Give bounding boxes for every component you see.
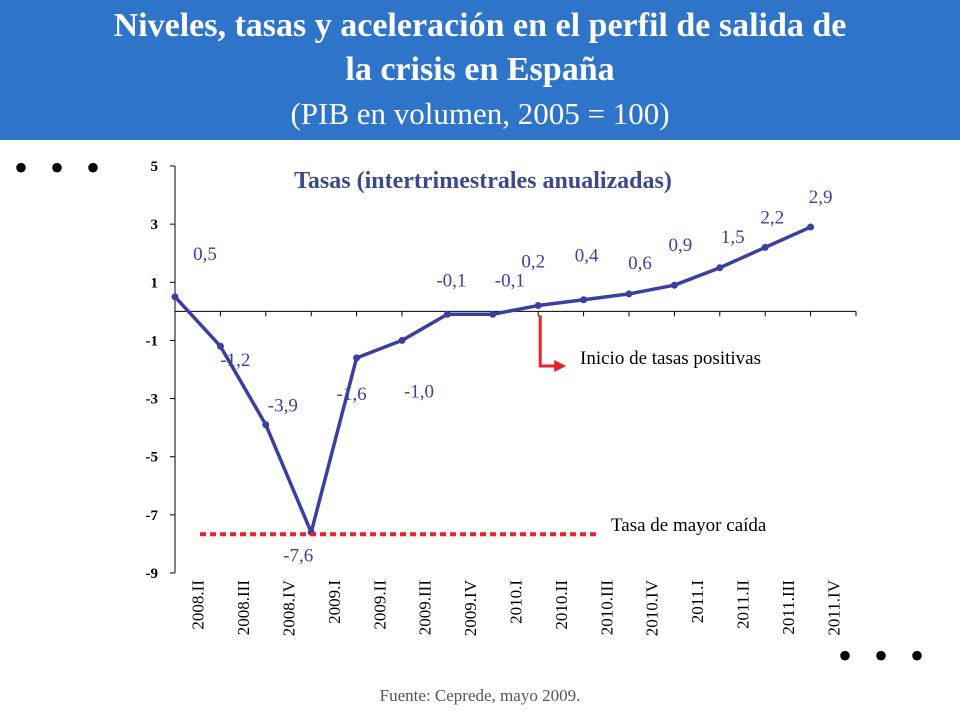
data-label: -3,9 — [268, 396, 298, 417]
x-tick-label: 2009.II — [370, 580, 389, 630]
data-label: 0,9 — [669, 235, 693, 256]
x-tick-label: 2010.I — [507, 580, 526, 624]
y-tick-label: 3 — [151, 217, 159, 233]
subtitle: (PIB en volumen, 2005 = 100) — [290, 96, 670, 131]
x-tick-label: 2009.I — [325, 580, 344, 624]
data-point — [625, 290, 633, 298]
data-point — [398, 336, 406, 344]
data-label: 0,5 — [193, 244, 217, 265]
y-tick-label: -5 — [146, 450, 159, 466]
x-tick-label: 2008.IV — [280, 579, 299, 636]
y-tick-label: 5 — [151, 159, 159, 175]
data-point — [489, 310, 497, 318]
x-tick-label: 2009.III — [416, 580, 435, 636]
data-point — [262, 421, 270, 429]
chart-title: Tasas (intertrimestrales anualizadas) — [294, 168, 672, 194]
data-label: 0,2 — [521, 252, 545, 273]
series-line — [173, 225, 812, 535]
y-tick-label: 1 — [151, 275, 159, 291]
y-tick-label: -7 — [146, 508, 159, 524]
data-label: -7,6 — [283, 545, 313, 566]
data-label: 2,2 — [760, 207, 784, 228]
title-line-1: Niveles, tasas y aceleración en el perfi… — [113, 7, 847, 44]
data-label: 1,5 — [721, 227, 745, 248]
data-point — [216, 342, 224, 350]
data-point — [443, 310, 451, 318]
data-label: -1,6 — [337, 384, 367, 405]
data-point — [534, 302, 542, 310]
x-tick-label: 2011.IV — [824, 579, 843, 635]
data-point — [353, 354, 361, 362]
annotation-arrow-head — [554, 360, 567, 372]
data-label: -1,0 — [404, 381, 434, 402]
data-point — [171, 293, 179, 301]
title-line-2: la crisis en España — [345, 51, 615, 88]
x-tick-label: 2008.II — [189, 580, 208, 630]
ellipsis-dots-bottom: • • • — [838, 633, 931, 678]
data-label: -1,2 — [220, 350, 250, 371]
y-tick-label: -3 — [146, 392, 159, 408]
data-point — [580, 296, 588, 304]
y-tick-label: -9 — [146, 566, 159, 582]
data-point — [716, 264, 724, 272]
data-point — [670, 281, 678, 289]
x-tick-label: 2010.II — [552, 580, 571, 630]
x-tick-label: 2010.III — [597, 580, 616, 636]
data-label: -0,1 — [495, 270, 525, 291]
ellipsis-dots-top: • • • — [14, 145, 107, 190]
x-tick-label: 2011.II — [734, 580, 753, 629]
data-label: 0,6 — [628, 253, 652, 274]
x-tick-label: 2008.III — [234, 580, 253, 636]
data-point — [807, 223, 815, 231]
x-tick-label: 2011.III — [779, 580, 798, 635]
data-label: 0,4 — [575, 246, 599, 267]
x-tick-label: 2010.IV — [643, 579, 662, 636]
annotation-label: Inicio de tasas positivas — [580, 348, 761, 369]
data-point — [761, 243, 769, 251]
x-tick-label: 2009.IV — [461, 579, 480, 636]
annotation-arrow-line — [538, 315, 559, 368]
title-banner: Niveles, tasas y aceleración en el perfi… — [0, 0, 960, 140]
source-note: Fuente: Ceprede, mayo 2009. — [379, 686, 581, 705]
annotation-label: Tasa de mayor caída — [611, 515, 767, 536]
x-tick-label: 2011.I — [688, 580, 707, 624]
y-tick-label: -1 — [146, 333, 159, 349]
data-label: -0,1 — [436, 270, 466, 291]
data-label: 2,9 — [809, 187, 833, 208]
